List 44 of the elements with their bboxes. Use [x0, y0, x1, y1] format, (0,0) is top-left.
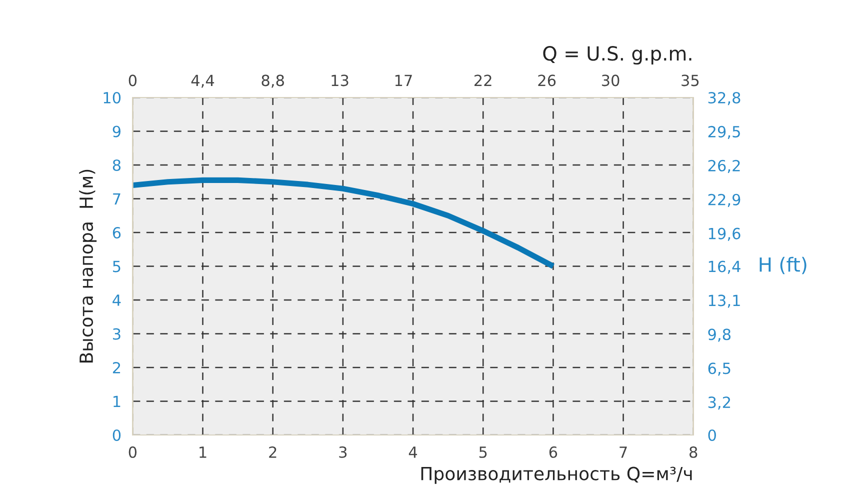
x2-tick-label: 26	[538, 74, 556, 86]
x-tick-label: 0	[128, 446, 137, 458]
y2-tick-label: 13,1	[708, 294, 740, 308]
y-tick-label: 1	[114, 396, 120, 408]
x-tick-label: 7	[620, 446, 627, 458]
y2-tick-label: 9,8	[708, 328, 730, 342]
y2-tick-label: 0	[708, 429, 716, 442]
x2-tick-label: 30	[602, 74, 620, 86]
y2-tick-label: 3,2	[708, 396, 730, 410]
y-tick-label: 3	[113, 328, 120, 340]
y-tick-label: 5	[113, 260, 120, 272]
x-tick-label: 1	[200, 446, 206, 458]
y2-axis-title: H (ft)	[760, 256, 806, 274]
y2-tick-label: 16,4	[708, 260, 740, 274]
x2-tick-label: 4,4	[191, 74, 214, 88]
x-tick-label: 4	[408, 446, 418, 458]
y2-tick-label: 29,5	[708, 126, 740, 140]
y2-tick-label: 26,2	[708, 160, 740, 173]
y-axis-title: Высота напора H(м)	[79, 170, 97, 362]
y-tick-label: 6	[112, 226, 121, 239]
x-tick-label: 8	[690, 446, 698, 458]
y2-tick-label: 32,8	[708, 92, 740, 106]
y-tick-label: 9	[112, 126, 120, 138]
x-tick-label: 3	[339, 446, 347, 458]
y-tick-label: 10	[104, 92, 121, 104]
x2-tick-label: 35	[682, 74, 699, 86]
y2-tick-label: 6,5	[708, 362, 730, 376]
x-tick-label: 2	[269, 446, 276, 458]
y-tick-label: 0	[112, 429, 121, 442]
x-tick-label: 5	[479, 446, 487, 458]
y2-tick-label: 22,9	[708, 194, 740, 207]
x2-tick-label: 0	[128, 74, 137, 86]
x2-tick-label: 17	[395, 74, 412, 86]
x2-tick-label: 13	[332, 74, 348, 86]
x-tick-label: 6	[549, 446, 558, 458]
x2-axis-title: Q = U.S. g.p.m.	[543, 46, 692, 65]
x2-tick-label: 22	[474, 74, 492, 86]
y2-tick-label: 19,6	[708, 228, 740, 241]
y-tick-label: 8	[112, 159, 121, 172]
x2-tick-label: 8,8	[262, 74, 284, 88]
y-tick-label: 2	[112, 362, 120, 374]
x-axis-title: Производительность Q=м³/ч	[421, 466, 692, 484]
y-tick-label: 7	[113, 193, 120, 205]
y-tick-label: 4	[112, 294, 121, 306]
